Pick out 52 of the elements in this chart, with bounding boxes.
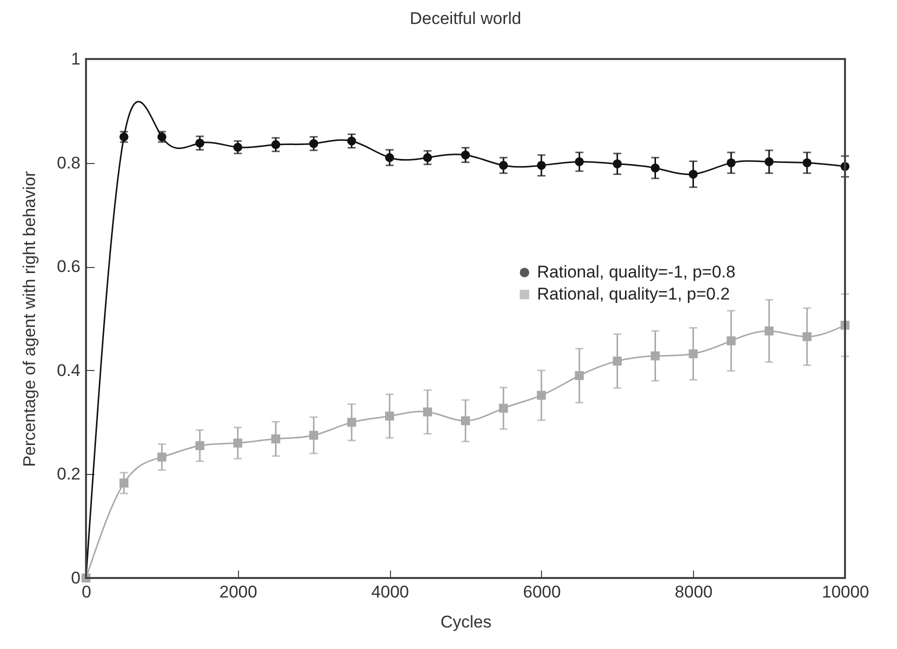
point — [802, 158, 812, 168]
point — [726, 336, 736, 346]
point — [347, 136, 356, 146]
legend-label: Rational, quality=1, p=0.2 — [537, 284, 730, 304]
x-axis-title: Cycles — [440, 612, 492, 632]
point — [612, 356, 622, 366]
point — [498, 160, 508, 170]
y-tick-label: 0.2 — [56, 464, 80, 484]
point — [726, 158, 736, 168]
y-tick-label: 1 — [71, 50, 80, 68]
point — [802, 332, 812, 342]
y-axis-title: Percentage of agent with right behavior — [20, 170, 39, 467]
point — [385, 412, 394, 421]
point — [461, 416, 470, 426]
point — [233, 142, 242, 152]
point — [271, 140, 280, 150]
point — [688, 170, 698, 179]
point — [309, 139, 318, 148]
point — [764, 326, 774, 336]
x-tick-label: 4000 — [371, 582, 410, 602]
y-tick-label: 0.6 — [56, 257, 80, 276]
x-tick-label: 10000 — [822, 582, 870, 602]
point — [536, 160, 546, 170]
point — [688, 349, 698, 358]
point — [764, 157, 774, 166]
point — [461, 150, 470, 160]
point — [650, 164, 660, 172]
x-tick-label: 6000 — [522, 582, 561, 602]
point — [574, 157, 584, 166]
legend-label: Rational, quality=-1, p=0.8 — [537, 262, 736, 282]
point — [612, 159, 622, 168]
y-tick-label: 0.4 — [56, 360, 80, 380]
point — [309, 430, 318, 440]
point — [157, 452, 166, 462]
point — [650, 351, 660, 360]
point — [195, 441, 204, 450]
point — [385, 153, 394, 162]
point — [195, 138, 204, 148]
y-tick-label: 0 — [71, 568, 80, 588]
point — [119, 478, 128, 488]
point — [536, 390, 546, 400]
point — [271, 434, 280, 444]
x-tick-label: 2000 — [219, 582, 258, 602]
point — [498, 404, 508, 413]
point — [574, 371, 584, 380]
y-tick-label: 0.8 — [56, 153, 80, 172]
chart-title: Deceitful world — [410, 9, 522, 28]
x-tick-label: 8000 — [674, 582, 713, 602]
point — [347, 418, 356, 427]
point — [233, 438, 242, 448]
point — [423, 407, 432, 416]
point — [423, 153, 432, 162]
